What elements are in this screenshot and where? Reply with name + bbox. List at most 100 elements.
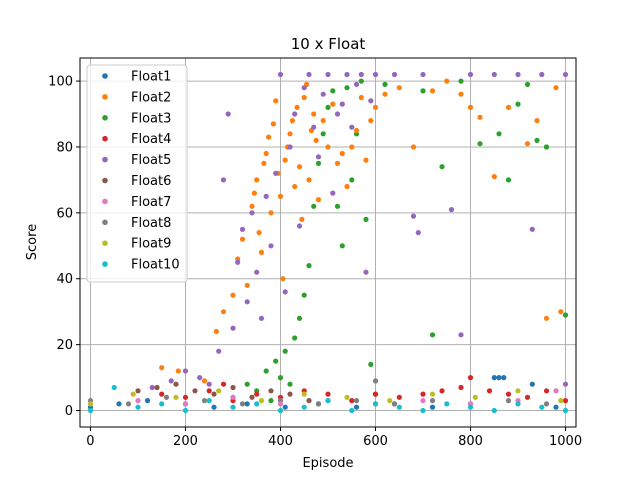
- float1-point: [529, 381, 535, 387]
- float9-point: [301, 391, 307, 397]
- float3-point: [339, 243, 345, 249]
- float5-point: [410, 213, 417, 219]
- float8-point: [353, 398, 360, 404]
- float2-point: [353, 127, 360, 134]
- float2-point: [244, 282, 250, 288]
- float2-point: [256, 230, 262, 236]
- float2-point: [349, 144, 355, 150]
- float3-point: [273, 358, 279, 364]
- legend-label-float6: Float6: [131, 174, 171, 189]
- float2-point: [534, 118, 540, 124]
- float2-point: [505, 104, 512, 110]
- float9-point: [130, 391, 136, 397]
- legend-marker-float9: [102, 240, 108, 246]
- float9-point: [87, 401, 94, 407]
- data-points: [87, 71, 569, 414]
- float3-point: [429, 332, 436, 338]
- float2-point: [258, 249, 265, 255]
- float4-point: [182, 394, 189, 400]
- float6-point: [287, 391, 293, 397]
- x-tick-label: 400: [268, 434, 293, 449]
- float5-point: [325, 71, 331, 78]
- float9-point: [429, 391, 436, 397]
- legend-marker-float4: [102, 135, 108, 142]
- axis-ticks: 0 200 400 600 800 1000 0 20 40 60 80 100: [48, 75, 582, 449]
- legend-marker-float5: [102, 156, 108, 163]
- float2-point: [213, 328, 219, 335]
- float2-point: [299, 216, 305, 222]
- float2-point: [358, 94, 364, 101]
- float9-point: [387, 398, 393, 404]
- float2-point: [491, 174, 497, 180]
- legend-marker-float7: [102, 198, 108, 205]
- float5-point: [273, 170, 279, 176]
- float3-point: [292, 335, 298, 341]
- float2-point: [315, 197, 322, 203]
- float2-point: [339, 150, 345, 157]
- float5-point: [168, 378, 174, 384]
- float5-point: [296, 223, 303, 229]
- float2-point: [320, 118, 326, 124]
- float8-point: [125, 401, 132, 407]
- float5-point: [301, 85, 307, 91]
- float2-point: [289, 118, 295, 124]
- float2-point: [263, 150, 269, 157]
- float8-point: [201, 398, 208, 404]
- float4-point: [458, 384, 464, 391]
- float1-point: [553, 404, 559, 410]
- float1-point: [244, 401, 250, 407]
- float2-point: [261, 160, 267, 166]
- float3-point: [263, 368, 269, 374]
- float10-point: [87, 407, 94, 414]
- float5-point: [344, 71, 350, 78]
- float2-point: [558, 309, 564, 315]
- float2-point: [277, 193, 284, 199]
- float3-point: [420, 88, 426, 94]
- float5-point: [311, 124, 317, 130]
- float3-point: [344, 85, 350, 91]
- float5-point: [315, 154, 322, 160]
- float5-point: [225, 111, 231, 117]
- float5-point: [206, 381, 212, 387]
- float5-point: [244, 299, 250, 305]
- float5-point: [306, 71, 312, 78]
- float9-point: [515, 388, 521, 394]
- float2-point: [273, 98, 279, 104]
- float7-point: [135, 398, 141, 404]
- y-axis-label: Score: [25, 224, 40, 260]
- float5-point: [539, 71, 545, 78]
- float5-point: [330, 190, 336, 196]
- float10-point: [396, 404, 402, 410]
- float2-point: [280, 276, 286, 282]
- float8-point: [163, 394, 170, 400]
- float6-point: [135, 388, 141, 394]
- float4-point: [524, 394, 531, 400]
- float3-point: [244, 381, 250, 387]
- float4-point: [220, 381, 227, 387]
- legend: Float1 Float2 Float3 Float4 Float5 Float6 Floa…: [86, 64, 188, 283]
- float5-point: [149, 384, 155, 391]
- float2-point: [249, 203, 255, 209]
- legend-label-float10: Float10: [131, 258, 180, 273]
- float4-point: [325, 391, 331, 397]
- float7-point: [277, 401, 284, 407]
- float3-point: [524, 81, 531, 87]
- float10-point: [325, 398, 331, 404]
- float2-point: [467, 104, 474, 110]
- float3-point: [296, 315, 303, 321]
- float9-point: [258, 398, 265, 404]
- float2-point: [287, 131, 293, 137]
- float6-point: [268, 388, 274, 394]
- float3-point: [311, 203, 317, 209]
- float2-point: [254, 177, 260, 183]
- float10-point: [111, 384, 117, 391]
- float9-point: [216, 388, 222, 394]
- y-tick-label: 100: [48, 75, 73, 90]
- float2-point: [382, 91, 388, 97]
- plot-frame: [79, 57, 577, 428]
- float4-point: [254, 391, 260, 397]
- float10-point: [444, 401, 450, 407]
- y-tick-label: 0: [65, 404, 73, 419]
- float5-point: [258, 315, 265, 321]
- float4-point: [372, 391, 379, 397]
